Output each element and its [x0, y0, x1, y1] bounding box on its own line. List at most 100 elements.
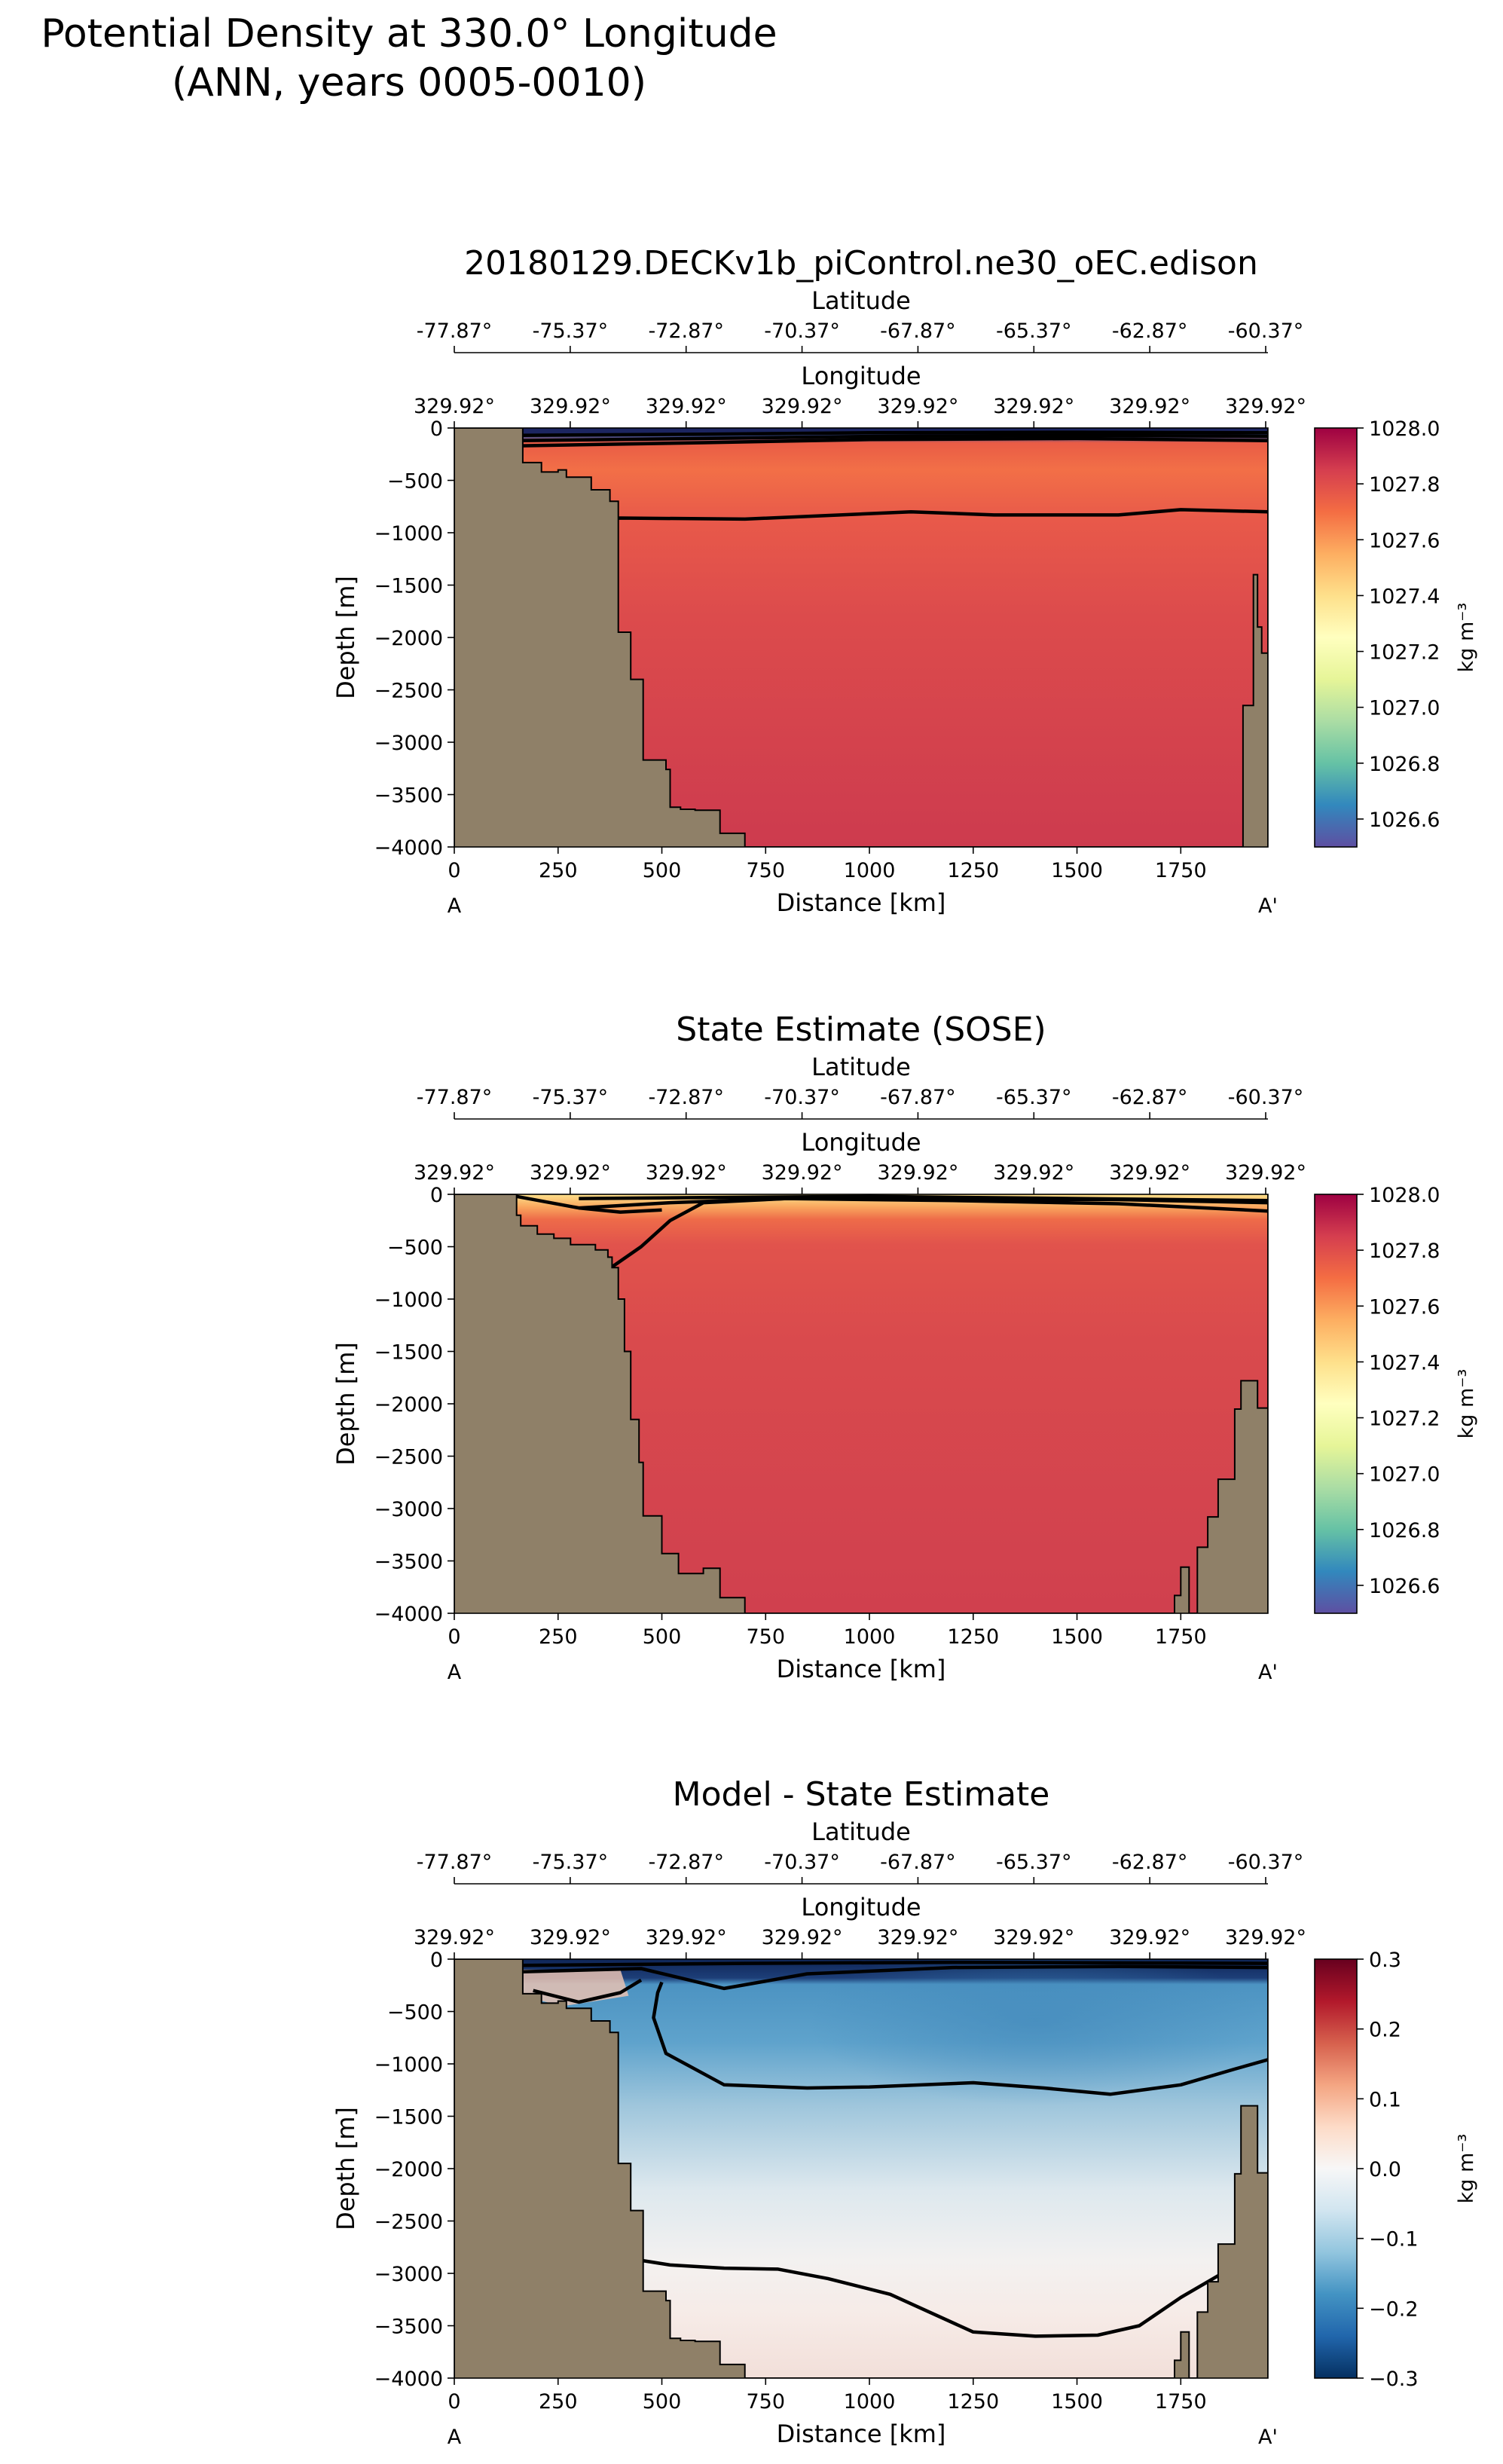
- y-ticks: 0 −500 −1000 −1500 −2000 −2500 −3000 −3500 −4000: [374, 1184, 454, 1626]
- longitude-tick-label: 329.92°: [877, 395, 958, 418]
- colorbar-gradient: [1314, 1958, 1358, 2379]
- y-axis-label: Depth [m]: [331, 1342, 360, 1466]
- x-tick-label: 0: [448, 2390, 460, 2414]
- colorbar-label: kg m⁻³: [1455, 1369, 1478, 1439]
- panel-state-estimate: State Estimate (SOSE) Latitude -77.87° -7…: [331, 1010, 1478, 1684]
- y-tick-label: −2500: [374, 680, 443, 703]
- x-axis-label: Distance [km]: [777, 888, 946, 917]
- longitude-label: Longitude: [801, 1128, 921, 1157]
- latitude-tick-label: -65.37°: [996, 1851, 1072, 1874]
- start-point-label: A: [448, 1661, 462, 1684]
- x-ticks: 0 250 500 750 1000 1250 1500 1750: [448, 847, 1207, 882]
- colorbar-tick-label: 1026.6: [1369, 809, 1440, 832]
- colorbar-tick-label: −0.2: [1369, 2297, 1419, 2321]
- colorbar-tick-label: 1026.6: [1369, 1575, 1440, 1598]
- isopycnal-contour: [533, 1978, 643, 2004]
- longitude-tick-label: 329.92°: [762, 1926, 843, 1949]
- colorbar-tick-label: 1026.8: [1369, 1519, 1440, 1542]
- longitude-tick-label: 329.92°: [646, 1161, 727, 1185]
- isopycnal-contour: [521, 433, 1268, 442]
- longitude-tick-label: 329.92°: [414, 1161, 495, 1185]
- latitude-tick-label: -60.37°: [1228, 1851, 1304, 1874]
- colorbar-label: kg m⁻³: [1455, 603, 1478, 673]
- longitude-tick-label: 329.92°: [1109, 1926, 1190, 1949]
- x-tick-label: 1750: [1155, 859, 1207, 882]
- x-axis-label: Distance [km]: [777, 1655, 946, 1683]
- isopycnal-contour: [521, 430, 1268, 437]
- colorbar-gradient: [1314, 1194, 1358, 1614]
- isopycnal-contour: [652, 1981, 1268, 2096]
- panel-title: Model - State Estimate: [673, 1775, 1050, 1814]
- panel-title: State Estimate (SOSE): [676, 1010, 1046, 1049]
- colorbar-tick-label: 1027.8: [1369, 473, 1440, 497]
- x-tick-label: 1500: [1051, 859, 1103, 882]
- panel-model: 20180129.DECKv1b_piControl.ne30_oEC.edis…: [331, 244, 1478, 918]
- latitude-tick-label: -70.37°: [764, 1086, 840, 1109]
- y-tick-label: −4000: [374, 1603, 443, 1626]
- x-tick-label: 1750: [1155, 2390, 1207, 2414]
- x-tick-label: 0: [448, 859, 460, 882]
- y-tick-label: 0: [430, 417, 443, 441]
- latitude-tick-label: -77.87°: [417, 319, 493, 343]
- colorbar: 1028.0 1027.8 1027.6 1027.4 1027.2 1027.0 1026…: [1314, 417, 1440, 848]
- latitude-tick-label: -67.87°: [880, 1086, 956, 1109]
- y-tick-label: −3000: [374, 2263, 443, 2286]
- colorbar-tick-label: 1028.0: [1369, 417, 1440, 441]
- y-tick-label: −4000: [374, 2368, 443, 2391]
- latitude-label: Latitude: [811, 286, 911, 315]
- colorbar-label: kg m⁻³: [1455, 2134, 1478, 2204]
- longitude-tick-label: 329.92°: [993, 395, 1074, 418]
- y-tick-label: 0: [430, 1184, 443, 1207]
- x-tick-label: 1500: [1051, 1625, 1103, 1649]
- latitude-tick-label: -75.37°: [533, 1851, 609, 1874]
- x-tick-label: 250: [539, 859, 578, 882]
- x-tick-label: 0: [448, 1625, 460, 1649]
- isopycnal-contour: [637, 2258, 1236, 2338]
- latitude-tick-label: -65.37°: [996, 1086, 1072, 1109]
- start-point-label: A: [448, 2426, 462, 2449]
- colorbar-tick-label: 0.2: [1369, 2019, 1401, 2042]
- longitude-tick-label: 329.92°: [646, 1926, 727, 1949]
- latitude-tick-label: -67.87°: [880, 319, 956, 343]
- longitude-tick-label: 329.92°: [414, 1926, 495, 1949]
- longitude-tick-label: 329.92°: [762, 1161, 843, 1185]
- colorbar: 1028.0 1027.8 1027.6 1027.4 1027.2 1027.0 1026…: [1314, 1184, 1440, 1614]
- isopycnal-contour: [522, 1960, 1268, 1967]
- latitude-tick-label: -70.37°: [764, 319, 840, 343]
- y-tick-label: −2000: [374, 627, 443, 650]
- x-tick-label: 1000: [844, 2390, 896, 2414]
- figure-title-line2: (ANN, years 0005-0010): [172, 60, 646, 105]
- colorbar-tick-label: 1026.8: [1369, 753, 1440, 776]
- isopycnal-contour: [521, 436, 1268, 448]
- latitude-ticks: -77.87° -75.37° -72.87° -70.37° -67.87° -65.3…: [417, 319, 1303, 353]
- x-ticks: 0 250 500 750 1000 1250 1500 1750: [448, 2378, 1207, 2414]
- latitude-tick-label: -70.37°: [764, 1851, 840, 1874]
- y-tick-label: −3500: [374, 1551, 443, 1574]
- x-tick-label: 250: [539, 2390, 578, 2414]
- latitude-tick-label: -75.37°: [533, 1086, 609, 1109]
- longitude-tick-label: 329.92°: [646, 395, 727, 418]
- y-tick-label: −1000: [374, 1289, 443, 1312]
- y-tick-label: −3000: [374, 1498, 443, 1521]
- y-tick-label: −3500: [374, 2316, 443, 2339]
- y-tick-label: −3500: [374, 784, 443, 808]
- y-tick-label: −1500: [374, 575, 443, 598]
- longitude-tick-label: 329.92°: [762, 395, 843, 418]
- x-tick-label: 750: [746, 859, 785, 882]
- latitude-ticks: -77.87° -75.37° -72.87° -70.37° -67.87° -65.3…: [417, 1086, 1304, 1120]
- x-tick-label: 1000: [844, 1625, 896, 1649]
- isopycnal-contour: [516, 1194, 662, 1214]
- longitude-label: Longitude: [801, 1893, 921, 1921]
- x-tick-label: 500: [643, 859, 682, 882]
- colorbar-tick-label: 1027.6: [1369, 1295, 1440, 1319]
- latitude-tick-label: -72.87°: [648, 319, 724, 343]
- colorbar-tick-label: 1027.0: [1369, 697, 1440, 720]
- isopycnal-contour: [579, 1194, 1268, 1203]
- y-axis-label: Depth [m]: [331, 2107, 360, 2230]
- latitude-label: Latitude: [811, 1817, 911, 1846]
- latitude-tick-label: -60.37°: [1228, 1086, 1304, 1109]
- panel-title: 20180129.DECKv1b_piControl.ne30_oEC.edis…: [464, 244, 1258, 283]
- isopycnal-contour: [579, 1197, 1268, 1213]
- longitude-tick-label: 329.92°: [530, 1161, 611, 1185]
